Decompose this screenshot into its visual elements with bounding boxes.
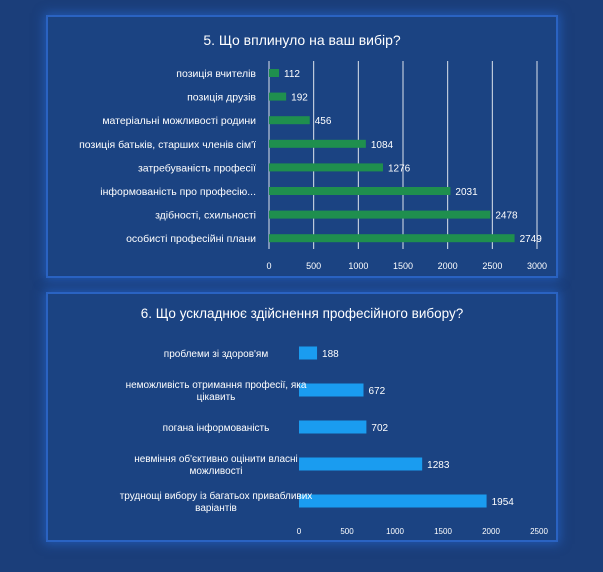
chart-1-bar-5	[269, 187, 451, 195]
chart-1-category-label-6: здібності, схильності	[155, 210, 256, 222]
chart-1-x-tick-3: 1500	[393, 261, 413, 271]
chart-1-bar-0	[269, 69, 280, 77]
chart-1-x-tick-6: 3000	[527, 261, 547, 271]
chart-2-value-label-2: 702	[371, 423, 388, 434]
chart-1-value-label-0: 112	[284, 69, 300, 80]
chart-2-x-tick-5: 2500	[530, 527, 548, 536]
chart-1-value-label-2: 456	[315, 116, 332, 127]
chart-1-title: 5. Що вплинуло на ваш вибір?	[203, 32, 401, 48]
chart-2-value-label-1: 672	[369, 386, 386, 397]
chart-2-bar-3	[299, 457, 423, 471]
chart-1-x-tick-1: 500	[306, 261, 321, 271]
chart-2-category-label-3: невміння об'єктивно оцінити власні можлив…	[134, 453, 298, 477]
chart-panel-1: 5. Що вплинуло на ваш вибір? 0 500 1000 150…	[46, 15, 558, 278]
chart-1-category-label-3: позиція батьків, старших членів сім'ї	[79, 139, 256, 151]
chart-1-value-label-7: 2749	[520, 234, 543, 245]
chart-1-category-label-5: інформованість про професію...	[100, 186, 256, 198]
chart-2-bar-2	[299, 420, 367, 434]
chart-2-value-label-3: 1283	[427, 460, 450, 471]
chart-2-bar-4	[299, 494, 487, 508]
chart-2-x-tick-0: 0	[297, 527, 302, 536]
chart-2-plot: 0 500 1000 1500 2000 2500 188 проблеми зі здоро…	[120, 346, 548, 536]
chart-1-bar-2	[269, 116, 310, 125]
chart-2-value-label-4: 1954	[492, 497, 515, 508]
chart-2-title: 6. Що ускладнює здійснення професійного …	[140, 306, 464, 321]
chart-1-category-label-1: позиція друзів	[187, 92, 256, 104]
chart-2-category-label-4: труднощі вибору із багатьох привабливих в…	[120, 490, 313, 514]
chart-1-category-label-2: матеріальні можливості родини	[102, 115, 256, 127]
chart-panel-2: 6. Що ускладнює здійснення професійного …	[46, 292, 558, 542]
chart-1-x-tick-0: 0	[266, 261, 271, 271]
chart-2-category-label-0: проблеми зі здоров'ям	[164, 348, 269, 360]
chart-1-value-label-6: 2478	[495, 211, 518, 222]
chart-2-x-tick-3: 1500	[434, 527, 452, 536]
chart-2-x-tick-1: 500	[340, 527, 354, 536]
chart-2-bar-1	[299, 383, 364, 397]
chart-2-x-tick-4: 2000	[482, 527, 500, 536]
chart-1-value-label-5: 2031	[455, 187, 478, 198]
chart-1-category-label-4: затребуваність професії	[138, 162, 256, 174]
chart-1-category-label-7: особисті професійні плани	[126, 233, 256, 245]
chart-1-bar-3	[269, 139, 366, 148]
chart-1-bar-1	[269, 92, 287, 101]
chart-2-x-tick-2: 1000	[386, 527, 404, 536]
chart-1-x-tick-4: 2000	[438, 261, 458, 271]
chart-1-value-label-1: 192	[291, 93, 308, 104]
chart-1-value-label-3: 1084	[371, 140, 394, 151]
chart-2-category-label-2: погана інформованість	[163, 422, 270, 434]
chart-1-bar-4	[269, 163, 383, 172]
chart-2-category-label-1: неможливість отримання професії, яка ціка…	[126, 379, 307, 403]
chart-1-x-tick-5: 2500	[482, 261, 502, 271]
chart-1-x-tick-2: 1000	[348, 261, 368, 271]
chart-1-plot: 0 500 1000 1500 2000 2500 3000 112 позиція вчите…	[79, 61, 547, 271]
chart-2-bar-0	[299, 346, 318, 360]
chart-1-bar-6	[269, 210, 491, 219]
chart-1-value-label-4: 1276	[388, 163, 411, 174]
chart-1-bar-7	[269, 234, 515, 243]
chart-1-category-label-0: позиція вчителів	[176, 68, 256, 80]
chart-2-value-label-0: 188	[322, 349, 339, 360]
